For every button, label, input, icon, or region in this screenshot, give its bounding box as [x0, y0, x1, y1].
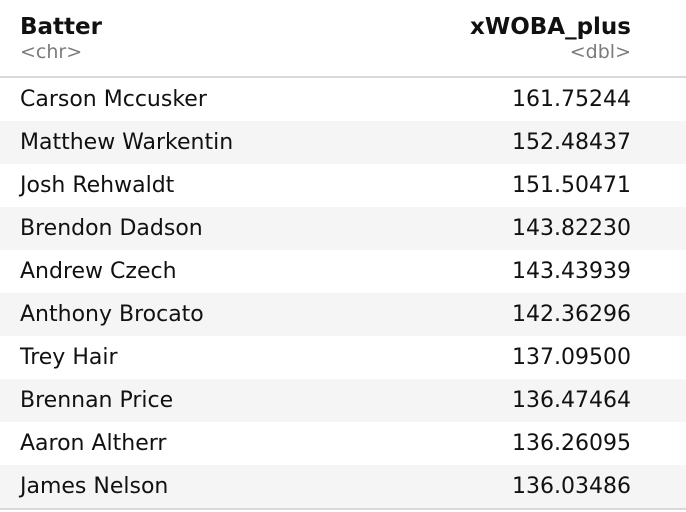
batter-cell: Josh Rehwaldt	[20, 173, 175, 198]
table-row: Trey Hair 137.09500	[0, 336, 686, 379]
batter-cell: Brendon Dadson	[20, 216, 203, 241]
xwoba-plus-cell: 136.26095	[512, 431, 631, 456]
table-row: Brendon Dadson 143.82230	[0, 207, 686, 250]
table-row: Aaron Altherr 136.26095	[0, 422, 686, 465]
batter-cell: Brennan Price	[20, 388, 174, 413]
xwoba-plus-cell: 136.03486	[512, 474, 631, 499]
table-row: Andrew Czech 143.43939	[0, 250, 686, 293]
table-row: James Nelson 136.03486	[0, 465, 686, 508]
table-row: Matthew Warkentin 152.48437	[0, 121, 686, 164]
xwoba-plus-cell: 137.09500	[512, 345, 631, 370]
xwoba-plus-cell: 151.50471	[512, 173, 631, 198]
batter-cell: Trey Hair	[20, 345, 118, 370]
batter-cell: Anthony Brocato	[20, 302, 204, 327]
table-row: Anthony Brocato 142.36296	[0, 293, 686, 336]
xwoba-plus-cell: 161.75244	[512, 87, 631, 112]
column-name: xWOBA_plus	[470, 14, 631, 40]
table-body: Carson Mccusker 161.75244 Matthew Warken…	[0, 78, 686, 508]
xwoba-plus-cell: 136.47464	[512, 388, 631, 413]
column-type: <dbl>	[569, 41, 631, 63]
batter-cell: Carson Mccusker	[20, 87, 207, 112]
table-bottom-rule	[0, 508, 686, 510]
xwoba-plus-cell: 143.43939	[512, 259, 631, 284]
column-header-xwoba-plus: xWOBA_plus <dbl>	[470, 14, 631, 64]
column-type: <chr>	[20, 41, 83, 63]
table-header: Batter <chr> xWOBA_plus <dbl>	[0, 0, 686, 78]
column-header-batter: Batter <chr>	[20, 14, 102, 64]
batter-cell: Aaron Altherr	[20, 431, 167, 456]
batter-cell: Andrew Czech	[20, 259, 177, 284]
xwoba-plus-cell: 152.48437	[512, 130, 631, 155]
xwoba-plus-cell: 142.36296	[512, 302, 631, 327]
batter-cell: Matthew Warkentin	[20, 130, 234, 155]
column-name: Batter	[20, 14, 102, 40]
table-row: Carson Mccusker 161.75244	[0, 78, 686, 121]
batter-cell: James Nelson	[20, 474, 169, 499]
xwoba-plus-cell: 143.82230	[512, 216, 631, 241]
table-row: Brennan Price 136.47464	[0, 379, 686, 422]
table-row: Josh Rehwaldt 151.50471	[0, 164, 686, 207]
